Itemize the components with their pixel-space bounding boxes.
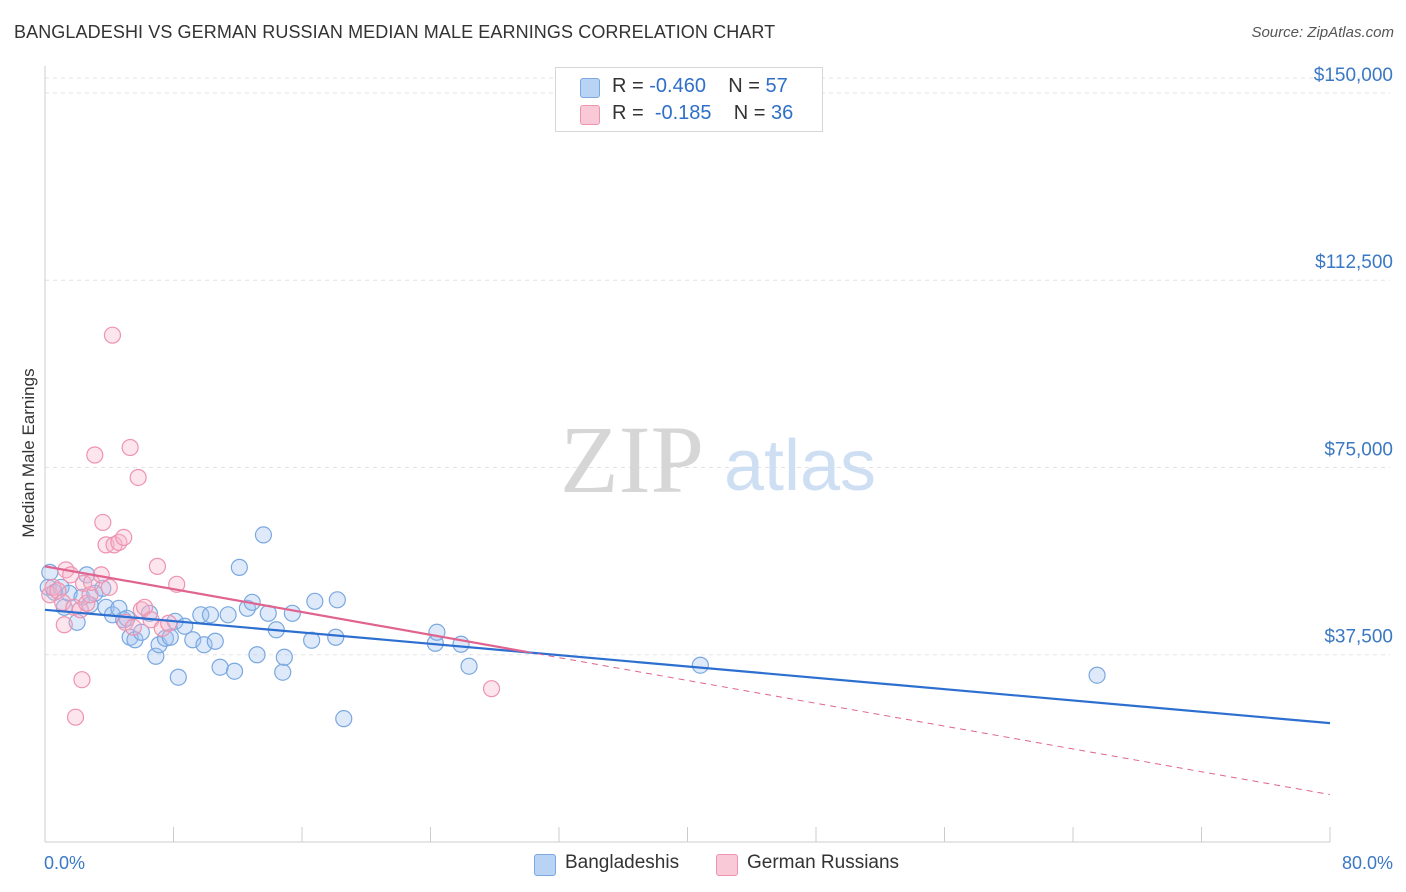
series-german-russians	[41, 326, 501, 726]
legend-swatch-bangladeshis	[580, 78, 600, 98]
series-bangladeshis	[39, 526, 1106, 728]
legend-n-label: N =	[728, 75, 760, 97]
legend-n-value: 57	[765, 75, 788, 97]
legend-swatch-german-russians	[580, 105, 600, 125]
data-point	[482, 680, 501, 698]
trend-line-extrapolated	[526, 651, 1331, 796]
data-point	[254, 526, 273, 544]
bottom-legend-label-bangladeshis: Bangladeshis	[565, 852, 680, 873]
y-tick-label: $112,500	[1315, 252, 1393, 273]
data-point	[110, 533, 128, 551]
data-point	[86, 446, 104, 464]
data-point	[73, 671, 91, 689]
legend-n-label: N =	[733, 102, 766, 124]
data-point	[206, 632, 224, 650]
data-point	[103, 326, 122, 344]
data-point	[225, 662, 244, 680]
data-point	[124, 618, 142, 636]
chart-title: BANGLADESHI VS GERMAN RUSSIAN MEDIAN MAL…	[14, 22, 776, 42]
data-point	[335, 710, 353, 728]
correlation-legend: R = -0.460 N = 57 R = -0.185 N = 36	[555, 67, 823, 132]
data-point	[283, 604, 301, 622]
tick-labels: $37,500 $75,000 $112,500 $150,000 0.0% 80.0%	[44, 65, 1393, 873]
trend-line	[44, 608, 1331, 725]
data-point	[1088, 666, 1106, 684]
legend-r-value: -0.460	[649, 75, 706, 97]
data-point	[691, 656, 709, 674]
data-point	[184, 631, 202, 649]
data-point	[55, 616, 73, 634]
data-point	[148, 557, 167, 575]
bottom-legend-swatch-bangladeshis	[534, 854, 556, 876]
y-tick-label: $37,500	[1324, 627, 1393, 648]
data-point	[121, 438, 139, 457]
axes	[44, 66, 1331, 843]
bottom-legend-swatch-german-russians	[716, 854, 738, 876]
legend-r-value: -0.185	[654, 102, 712, 124]
x-tick-label-max: 80.0%	[1342, 853, 1393, 873]
trend-line	[44, 565, 528, 654]
data-point	[66, 708, 85, 726]
bottom-legend-label-german-russians: German Russians	[747, 852, 900, 873]
watermark-zip: ZIP	[560, 406, 704, 513]
data-point	[94, 513, 112, 532]
data-point	[115, 528, 133, 546]
data-point	[275, 648, 293, 666]
data-point	[327, 628, 345, 646]
data-point	[160, 614, 178, 632]
y-tick-label: $150,000	[1314, 65, 1393, 86]
legend-n-value: 36	[771, 102, 794, 124]
source-label: Source: ZipAtlas.com	[1251, 24, 1394, 41]
data-point	[100, 578, 118, 596]
data-point	[169, 668, 187, 686]
data-point	[306, 592, 324, 610]
legend-r-label: R =	[612, 75, 644, 97]
legend-r-label: R =	[612, 102, 644, 124]
data-point	[201, 606, 220, 624]
y-tick-label: $75,000	[1324, 439, 1393, 460]
data-point	[195, 636, 213, 654]
data-point	[219, 606, 237, 624]
watermark: ZIP atlas	[560, 406, 876, 513]
x-tick-label-min: 0.0%	[44, 853, 85, 873]
watermark-atlas: atlas	[724, 426, 876, 506]
data-point	[129, 468, 147, 487]
data-point	[248, 646, 266, 664]
trend-lines	[44, 565, 1331, 796]
data-point	[328, 591, 346, 609]
data-point	[230, 558, 248, 576]
y-axis-label: Median Male Earnings	[19, 368, 38, 537]
data-point	[211, 658, 229, 676]
data-point	[81, 586, 99, 604]
data-point	[274, 663, 292, 681]
data-point	[460, 657, 478, 675]
